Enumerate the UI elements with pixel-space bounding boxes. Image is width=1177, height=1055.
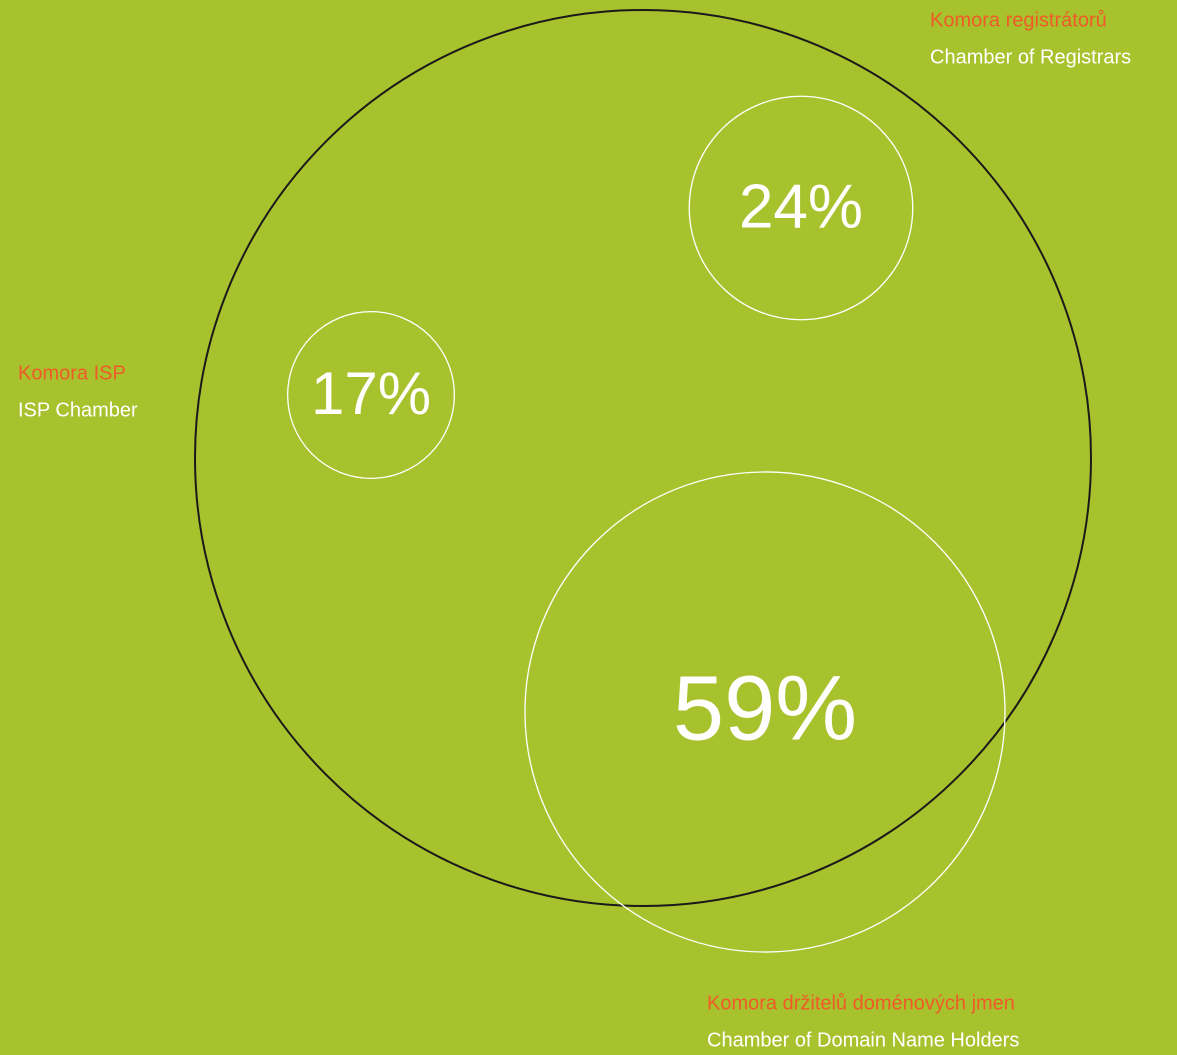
category-translation: Chamber of Domain Name Holders	[707, 1029, 1019, 1051]
outer-circle	[194, 9, 1092, 907]
category-translation: ISP Chamber	[18, 399, 138, 421]
bubble	[524, 471, 1006, 953]
category-label: Komora ISP	[18, 362, 126, 384]
value-label: 17%	[311, 360, 431, 427]
category-label: Komora držitelů doménových jmen	[707, 992, 1015, 1014]
category-label: Komora registrátorů	[930, 9, 1107, 31]
value-label: 24%	[739, 172, 863, 241]
bubble	[688, 95, 914, 321]
value-label: 59%	[673, 657, 857, 759]
category-translation: Chamber of Registrars	[930, 46, 1131, 68]
bubble	[286, 310, 456, 480]
